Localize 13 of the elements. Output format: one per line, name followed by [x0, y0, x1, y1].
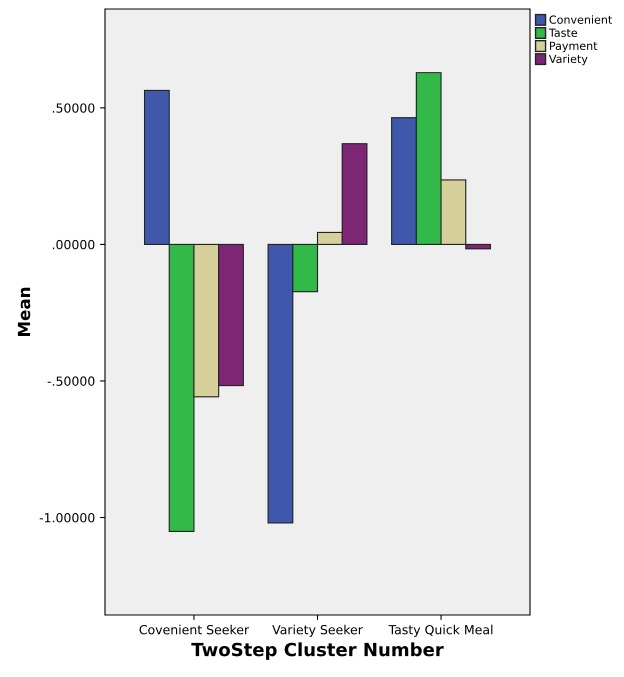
legend-label: Payment: [550, 42, 598, 52]
x-tick-label: Variety Seeker: [272, 624, 363, 637]
y-tick-label: -1.00000: [40, 512, 94, 522]
legend-label: Variety: [548, 54, 588, 66]
y-tick-label: -.50000: [48, 376, 94, 386]
y-axis-title: Mean: [18, 288, 30, 336]
x-tick-label: Covenient Seeker: [140, 624, 250, 634]
x-tick-label: Tasty Quick Meal: [388, 624, 492, 637]
y-tick-label: .50000: [52, 103, 94, 113]
legend-label: Convenient: [550, 15, 612, 24]
legend-label: Taste: [548, 28, 578, 37]
y-tick-label: .00000: [52, 240, 94, 250]
x-axis-title: TwoStep Cluster Number: [191, 642, 444, 660]
